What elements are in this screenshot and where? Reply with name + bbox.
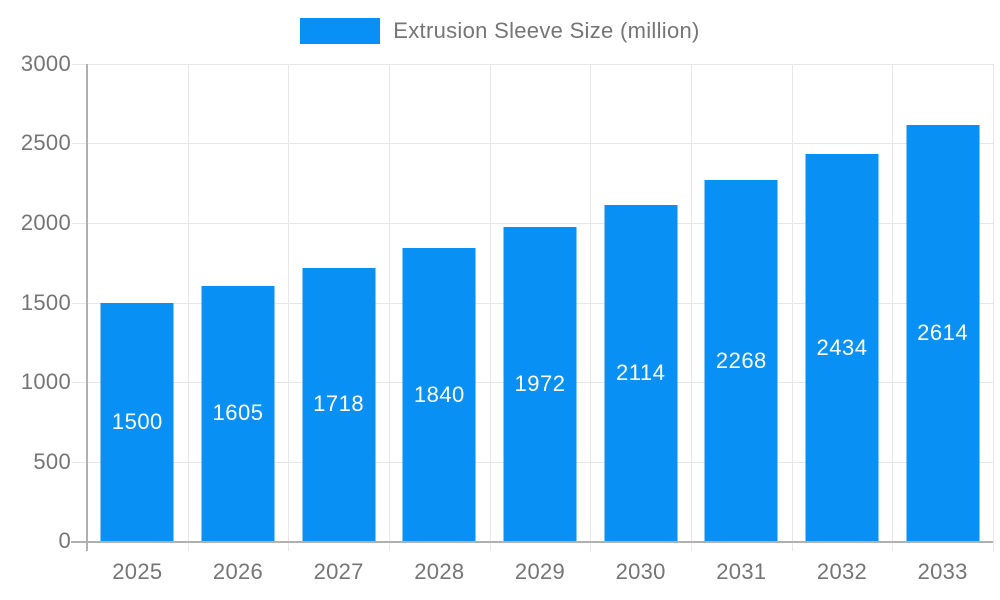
y-tick-label-500: 500	[33, 448, 71, 474]
v-gridline-8	[892, 64, 894, 551]
v-gridline-4	[489, 64, 491, 551]
y-tick-label-1500: 1500	[20, 289, 71, 315]
bar-2026[interactable]: 1605	[201, 285, 275, 541]
y-tick-label-2500: 2500	[20, 130, 71, 156]
bar-value-label-2025: 1500	[111, 408, 163, 434]
x-tick-label-2026: 2026	[212, 559, 264, 584]
h-gridline-2000	[72, 222, 993, 224]
bar-value-label-2030: 2114	[616, 359, 666, 385]
v-gridline-1	[187, 64, 189, 551]
v-gridline-9	[993, 64, 994, 551]
v-gridline-3	[388, 64, 390, 551]
v-gridline-5	[590, 64, 592, 551]
bar-value-label-2028: 1840	[413, 381, 465, 407]
v-gridline-2	[288, 64, 290, 551]
bar-2027[interactable]: 1718	[302, 267, 376, 541]
chart-legend[interactable]: Extrusion Sleeve Size (million)	[0, 18, 1000, 44]
x-tick-label-2028: 2028	[414, 559, 465, 584]
bar-value-label-2026: 1605	[212, 400, 264, 426]
bar-2028[interactable]: 1840	[402, 248, 476, 541]
bar-value-label-2029: 1972	[514, 371, 566, 397]
bar-2025[interactable]: 1500	[100, 302, 174, 541]
plot-area: 1500 1605 1718 1840 1972 2114 2268 2434 2614	[71, 64, 994, 551]
bar-2033[interactable]: 2614	[906, 125, 980, 541]
y-tick-label-3000: 3000	[20, 51, 71, 76]
bar-2032[interactable]: 2434	[805, 154, 879, 541]
x-tick-label-2032: 2032	[816, 559, 868, 584]
y-tick-label-0: 0	[58, 528, 71, 553]
bar-2029[interactable]: 1972	[503, 227, 577, 541]
legend-label[interactable]: Extrusion Sleeve Size (million)	[393, 18, 700, 43]
y-axis-line	[86, 64, 88, 551]
bar-2030[interactable]: 2114	[604, 204, 678, 541]
legend-swatch[interactable]	[300, 18, 381, 44]
x-tick-label-2027: 2027	[313, 559, 364, 584]
x-tick-label-2031: 2031	[716, 559, 767, 584]
x-tick-label-2030: 2030	[615, 559, 666, 584]
bar-value-label-2031: 2268	[715, 347, 767, 373]
bar-value-label-2027: 1718	[313, 391, 365, 417]
bar-value-label-2033: 2614	[917, 320, 969, 346]
y-tick-label-1000: 1000	[20, 368, 71, 394]
y-axis-labels: 0 500 1000 1500 2000 2500 3000	[0, 51, 87, 553]
y-tick-label-2000: 2000	[20, 209, 71, 235]
h-gridline-2500	[72, 143, 993, 145]
v-gridline-7	[791, 64, 793, 551]
x-axis-labels: 2025 2026 2027 2028 2029 2030 2031 2032 2033	[87, 559, 993, 589]
x-tick-label-2033: 2033	[917, 559, 968, 584]
x-tick-label-2025: 2025	[112, 559, 163, 584]
h-gridline-3000	[72, 64, 993, 65]
v-gridline-6	[690, 64, 692, 551]
x-tick-label-2029: 2029	[514, 559, 566, 584]
bar-2031[interactable]: 2268	[704, 180, 778, 541]
bar-value-label-2032: 2434	[816, 334, 868, 360]
x-axis-line	[71, 541, 993, 543]
